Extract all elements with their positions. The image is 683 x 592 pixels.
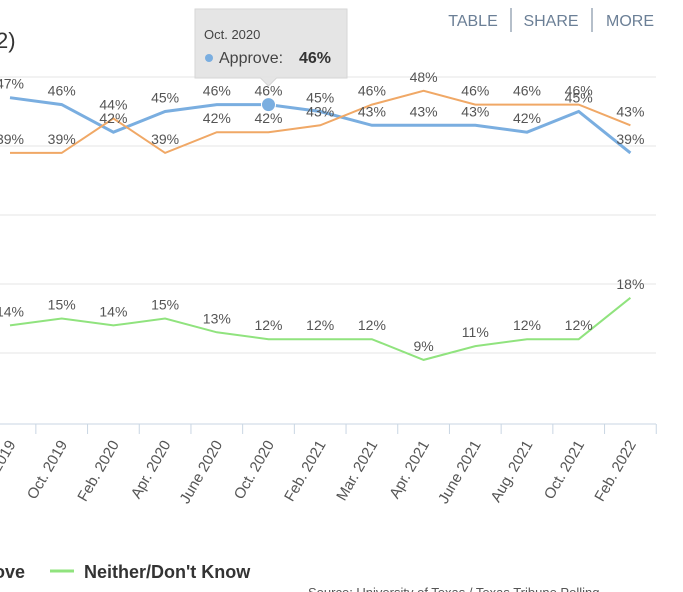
- data-label: 42%: [513, 110, 541, 126]
- x-tick-label: Apr. 2021: [386, 438, 433, 502]
- data-label: 43%: [410, 103, 438, 119]
- x-tick-label: June 2020: [177, 438, 227, 507]
- source: Source: University of Texas / Texas Trib…: [308, 585, 599, 592]
- data-label: 11%: [462, 324, 489, 340]
- data-label: 42%: [254, 110, 282, 126]
- x-tick-label: Oct. 2020: [231, 438, 278, 503]
- series-line: [9, 297, 632, 361]
- data-label: 9%: [413, 338, 433, 354]
- x-tick-label: June 2019: [0, 438, 19, 507]
- x-tick-label: Feb. 2020: [74, 438, 123, 505]
- data-label: 12%: [358, 317, 386, 333]
- series-line: [9, 96, 632, 155]
- data-label: 12%: [565, 317, 593, 333]
- tooltip-label: Approve:: [219, 50, 283, 67]
- data-label: 39%: [0, 131, 24, 147]
- data-label: 46%: [254, 83, 282, 99]
- toolbar-button[interactable]: TABLE: [448, 13, 498, 30]
- data-label: 39%: [48, 131, 76, 147]
- data-label: 12%: [513, 317, 541, 333]
- data-label: 15%: [48, 297, 76, 313]
- tooltip-title: Oct. 2020: [204, 27, 260, 42]
- data-label: 45%: [151, 90, 179, 106]
- data-label: 46%: [203, 83, 231, 99]
- data-label: 15%: [151, 297, 179, 313]
- x-tick-label: Feb. 2021: [281, 438, 330, 505]
- data-label: 43%: [358, 103, 386, 119]
- data-label: 13%: [203, 310, 231, 326]
- data-label: 43%: [616, 103, 644, 119]
- data-label: 42%: [99, 110, 127, 126]
- data-label: 47%: [0, 76, 24, 92]
- data-label: 46%: [48, 83, 76, 99]
- data-label: 46%: [358, 83, 386, 99]
- data-label: 12%: [254, 317, 282, 333]
- x-tick-label: June 2021: [435, 438, 485, 507]
- x-tick-label: Oct. 2021: [541, 438, 588, 503]
- data-label: 45%: [565, 90, 593, 106]
- data-label: 44%: [99, 96, 127, 112]
- x-tick-label: Apr. 2020: [128, 438, 175, 502]
- data-label: 12%: [306, 317, 334, 333]
- x-tick-label: Mar. 2021: [333, 438, 381, 504]
- tooltip-value: 46%: [299, 50, 331, 67]
- data-label: 46%: [461, 83, 489, 99]
- hover-point: [261, 97, 276, 113]
- x-tick-label: Aug. 2021: [488, 438, 537, 506]
- data-label: 43%: [461, 103, 489, 119]
- toolbar-button[interactable]: SHARE: [523, 13, 578, 30]
- data-label: 18%: [616, 276, 644, 292]
- data-label: 39%: [151, 131, 179, 147]
- x-tick-label: Oct. 2019: [24, 438, 71, 503]
- data-label: 43%: [306, 103, 334, 119]
- chart-title: 2): [0, 28, 16, 53]
- x-tick-label: Feb. 2022: [591, 438, 640, 505]
- data-label: 42%: [203, 110, 231, 126]
- data-label: 14%: [99, 303, 127, 319]
- data-label: 46%: [565, 83, 593, 99]
- legend-label: Disapprove: [0, 562, 25, 582]
- data-label: 48%: [410, 69, 438, 85]
- tooltip-dot: [205, 54, 213, 62]
- toolbar-button[interactable]: MORE: [606, 13, 654, 30]
- data-label: 45%: [306, 90, 334, 106]
- legend-label: Neither/Don't Know: [84, 562, 251, 582]
- data-label: 39%: [616, 131, 644, 147]
- series-line: [10, 89, 631, 155]
- tooltip-box: [194, 8, 348, 87]
- data-label: 46%: [513, 83, 541, 99]
- data-label: 14%: [0, 303, 24, 319]
